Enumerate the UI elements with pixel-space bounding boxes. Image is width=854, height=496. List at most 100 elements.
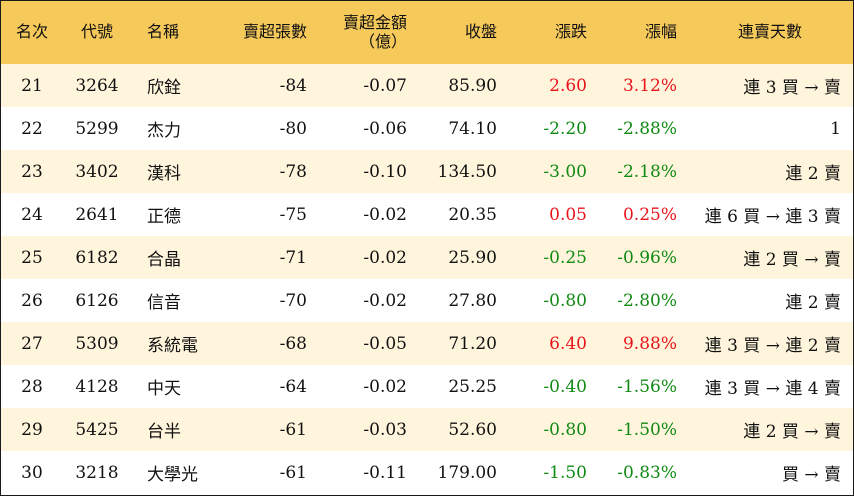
cell-change-pct: -0.96% — [617, 247, 677, 268]
cell-sell-shares: -64 — [279, 376, 307, 397]
cell-rank: 23 — [21, 161, 43, 182]
table-row: 23 3402 漢科 -78 -0.10 134.50 -3.00 -2.18% 連 2 賣 — [1, 150, 853, 193]
cell-code: 3218 — [75, 462, 119, 483]
cell-name: 合晶 — [147, 250, 181, 270]
cell-streak: 買 → 賣 — [781, 465, 841, 485]
cell-close: 27.80 — [448, 290, 497, 311]
cell-close: 20.35 — [448, 204, 497, 225]
cell-code: 6182 — [75, 247, 119, 268]
header-sell-amount: 賣超金額 （億） — [317, 1, 417, 64]
cell-streak: 連 6 買 → 連 3 賣 — [704, 207, 841, 227]
cell-rank: 27 — [21, 333, 43, 354]
cell-streak: 連 2 買 → 賣 — [743, 250, 841, 270]
cell-rank: 30 — [21, 462, 43, 483]
cell-sell-amount: -0.11 — [363, 462, 407, 483]
table-row: 21 3264 欣銓 -84 -0.07 85.90 2.60 3.12% 連 3 買 → 賣 — [1, 64, 853, 107]
cell-change: 2.60 — [549, 75, 587, 96]
cell-code: 4128 — [75, 376, 119, 397]
cell-change-pct: -2.18% — [617, 161, 677, 182]
cell-change: -0.80 — [543, 290, 587, 311]
table-row: 28 4128 中天 -64 -0.02 25.25 -0.40 -1.56% 連 3 買 → … — [1, 365, 853, 408]
cell-change: -0.40 — [543, 376, 587, 397]
cell-close: 85.90 — [448, 75, 497, 96]
cell-rank: 26 — [21, 290, 43, 311]
header-code: 代號 — [80, 22, 113, 42]
table-row: 27 5309 系統電 -68 -0.05 71.20 6.40 9.88% 連 3 買 → 連… — [1, 322, 853, 365]
cell-name: 欣銓 — [147, 78, 181, 98]
cell-sell-amount: -0.10 — [363, 161, 407, 182]
cell-rank: 25 — [21, 247, 43, 268]
cell-close: 74.10 — [448, 118, 497, 139]
cell-streak: 連 2 買 → 賣 — [743, 422, 841, 442]
cell-streak: 連 3 買 → 連 4 賣 — [704, 379, 841, 399]
cell-code: 5425 — [75, 419, 119, 440]
cell-close: 52.60 — [448, 419, 497, 440]
cell-close: 71.20 — [448, 333, 497, 354]
cell-change: -0.25 — [543, 247, 587, 268]
cell-rank: 22 — [21, 118, 43, 139]
cell-code: 3264 — [75, 75, 119, 96]
cell-rank: 28 — [21, 376, 43, 397]
cell-change: 6.40 — [549, 333, 587, 354]
cell-streak: 1 — [830, 118, 841, 139]
cell-close: 25.90 — [448, 247, 497, 268]
cell-sell-amount: -0.02 — [363, 290, 407, 311]
cell-sell-shares: -78 — [279, 161, 307, 182]
cell-name: 杰力 — [147, 121, 181, 141]
cell-code: 3402 — [75, 161, 119, 182]
cell-code: 2641 — [75, 204, 119, 225]
header-change: 漲跌 — [554, 22, 587, 42]
cell-streak: 連 3 買 → 連 2 賣 — [704, 336, 841, 356]
cell-sell-shares: -68 — [279, 333, 307, 354]
cell-change-pct: -1.50% — [617, 419, 677, 440]
table-header-row: 名次 代號 名稱 賣超張數 賣超金額 （億） 收盤 漲跌 漲幅 連賣天數 — [1, 1, 853, 64]
cell-change: -0.80 — [543, 419, 587, 440]
cell-change-pct: -0.83% — [617, 462, 677, 483]
cell-name: 台半 — [147, 422, 181, 442]
cell-sell-amount: -0.06 — [363, 118, 407, 139]
cell-sell-shares: -75 — [279, 204, 307, 225]
header-sell-shares: 賣超張數 — [242, 22, 307, 42]
cell-streak: 連 2 賣 — [785, 164, 841, 184]
header-sell-amount-line2: （億） — [358, 31, 407, 51]
cell-sell-shares: -61 — [279, 419, 307, 440]
cell-code: 5309 — [75, 333, 119, 354]
cell-name: 大學光 — [147, 465, 198, 485]
cell-close: 179.00 — [437, 462, 497, 483]
header-close: 收盤 — [464, 22, 497, 42]
cell-name: 系統電 — [147, 336, 198, 356]
table-row: 25 6182 合晶 -71 -0.02 25.90 -0.25 -0.96% 連 2 買 → … — [1, 236, 853, 279]
cell-name: 信音 — [147, 293, 181, 313]
cell-change-pct: 9.88% — [622, 333, 677, 354]
header-name: 名稱 — [147, 22, 180, 42]
cell-sell-amount: -0.07 — [363, 75, 407, 96]
cell-sell-shares: -84 — [279, 75, 307, 96]
cell-sell-amount: -0.02 — [363, 204, 407, 225]
cell-change-pct: -2.88% — [617, 118, 677, 139]
cell-sell-shares: -61 — [279, 462, 307, 483]
header-change-pct: 漲幅 — [644, 22, 677, 42]
cell-sell-shares: -70 — [279, 290, 307, 311]
table-row: 26 6126 信音 -70 -0.02 27.80 -0.80 -2.80% 連 2 賣 — [1, 279, 853, 322]
cell-code: 5299 — [75, 118, 119, 139]
header-sell-amount-line1: 賣超金額 — [342, 13, 407, 33]
cell-sell-amount: -0.02 — [363, 376, 407, 397]
cell-name: 漢科 — [147, 164, 181, 184]
cell-sell-shares: -80 — [279, 118, 307, 139]
table-row: 29 5425 台半 -61 -0.03 52.60 -0.80 -1.50% 連 2 買 → … — [1, 408, 853, 451]
table-row: 30 3218 大學光 -61 -0.11 179.00 -1.50 -0.83% 買 → 賣 — [1, 451, 853, 494]
header-streak: 連賣天數 — [737, 22, 802, 42]
cell-change: 0.05 — [549, 204, 587, 225]
cell-change-pct: -1.56% — [617, 376, 677, 397]
cell-code: 6126 — [75, 290, 119, 311]
cell-streak: 連 3 買 → 賣 — [743, 78, 841, 98]
cell-streak: 連 2 賣 — [785, 293, 841, 313]
cell-rank: 21 — [21, 75, 43, 96]
header-rank: 名次 — [15, 22, 48, 42]
cell-change: -3.00 — [543, 161, 587, 182]
cell-rank: 29 — [21, 419, 43, 440]
cell-sell-shares: -71 — [279, 247, 307, 268]
